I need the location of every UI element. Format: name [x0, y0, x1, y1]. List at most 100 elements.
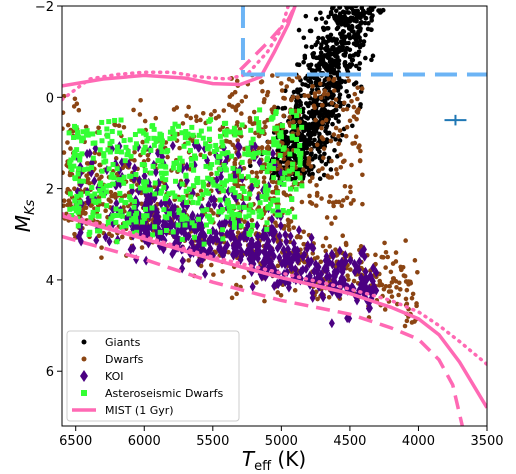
astero-point: [253, 116, 259, 122]
astero-point: [206, 136, 212, 142]
astero-point: [143, 132, 149, 138]
astero-point: [119, 177, 125, 183]
data-point: [393, 250, 399, 255]
astero-point: [176, 207, 182, 213]
astero-point: [223, 120, 229, 126]
astero-point: [274, 190, 280, 196]
data-point: [282, 223, 287, 229]
koi-point: [254, 253, 261, 264]
astero-point: [99, 168, 105, 174]
astero-point: [181, 143, 187, 149]
astero-point: [158, 170, 164, 176]
astero-point: [184, 199, 190, 205]
astero-point: [227, 173, 233, 179]
data-point: [394, 285, 399, 290]
y-axis-label-main: M: [11, 215, 35, 232]
astero-point: [291, 124, 297, 130]
data-point: [153, 115, 159, 121]
astero-point: [183, 129, 189, 135]
data-point: [320, 243, 326, 249]
y-tick-label: 4: [46, 274, 54, 289]
data-point: [79, 210, 85, 216]
astero-point: [141, 130, 147, 136]
data-point: [335, 58, 340, 63]
koi-point: [324, 257, 331, 268]
astero-point: [101, 151, 107, 157]
astero-point: [170, 190, 176, 196]
data-point: [333, 107, 339, 113]
astero-point: [203, 222, 209, 228]
astero-point: [225, 150, 231, 156]
data-point: [348, 201, 354, 206]
koi-point: [131, 163, 138, 174]
astero-point: [239, 159, 245, 165]
data-point: [287, 115, 292, 120]
data-point: [336, 113, 342, 118]
data-point: [331, 51, 336, 57]
data-point: [328, 193, 333, 199]
data-point: [345, 273, 350, 279]
data-point: [139, 201, 144, 207]
data-point: [312, 137, 317, 143]
data-point: [248, 163, 253, 169]
data-point: [269, 179, 275, 184]
data-point: [346, 277, 351, 282]
astero-point: [140, 149, 146, 155]
koi-point: [236, 142, 243, 153]
astero-point: [72, 198, 78, 204]
data-point: [313, 117, 318, 123]
x-tick-label: 4000: [402, 434, 435, 449]
data-point: [408, 280, 414, 286]
data-point: [350, 0, 355, 3]
astero-point: [223, 167, 229, 173]
data-point: [139, 245, 145, 250]
data-point: [318, 45, 324, 51]
astero-point: [190, 183, 196, 189]
astero-point: [170, 229, 176, 235]
legend: Giants Dwarfs KOI Asteroseismic Dwarfs MIST …: [66, 330, 240, 422]
data-point: [321, 91, 327, 97]
astero-point: [271, 175, 277, 181]
data-point: [85, 176, 91, 182]
data-point: [316, 35, 321, 41]
astero-point: [157, 163, 163, 169]
astero-point: [114, 239, 120, 245]
koi-point: [195, 142, 202, 153]
astero-point: [96, 129, 102, 135]
astero-point: [251, 154, 257, 160]
data-point: [354, 109, 360, 114]
data-point: [329, 113, 335, 118]
data-point: [274, 223, 280, 228]
astero-point: [297, 175, 303, 181]
koi-point: [277, 239, 284, 250]
data-point: [312, 94, 318, 99]
data-point: [221, 108, 227, 113]
koi-point: [277, 220, 284, 231]
astero-point: [170, 129, 176, 135]
koi-point: [262, 230, 269, 241]
astero-point: [255, 179, 261, 185]
data-point: [330, 121, 335, 127]
astero-point: [90, 155, 96, 161]
astero-point: [122, 158, 128, 164]
astero-point: [133, 141, 139, 147]
koi-point: [276, 231, 283, 242]
data-point: [334, 167, 339, 172]
data-point: [402, 323, 408, 329]
data-point: [331, 78, 336, 83]
data-point: [335, 20, 341, 26]
astero-point: [219, 180, 225, 186]
data-point: [121, 204, 126, 210]
astero-point: [235, 211, 241, 217]
astero-point: [100, 186, 106, 192]
astero-point: [257, 200, 263, 206]
astero-point: [236, 204, 242, 210]
astero-point: [162, 196, 168, 202]
data-point: [186, 104, 191, 110]
astero-point: [221, 162, 227, 168]
astero-point: [179, 216, 185, 222]
astero-point: [198, 128, 204, 134]
koi-point: [208, 193, 215, 204]
astero-point: [95, 206, 101, 212]
data-point: [283, 134, 288, 140]
